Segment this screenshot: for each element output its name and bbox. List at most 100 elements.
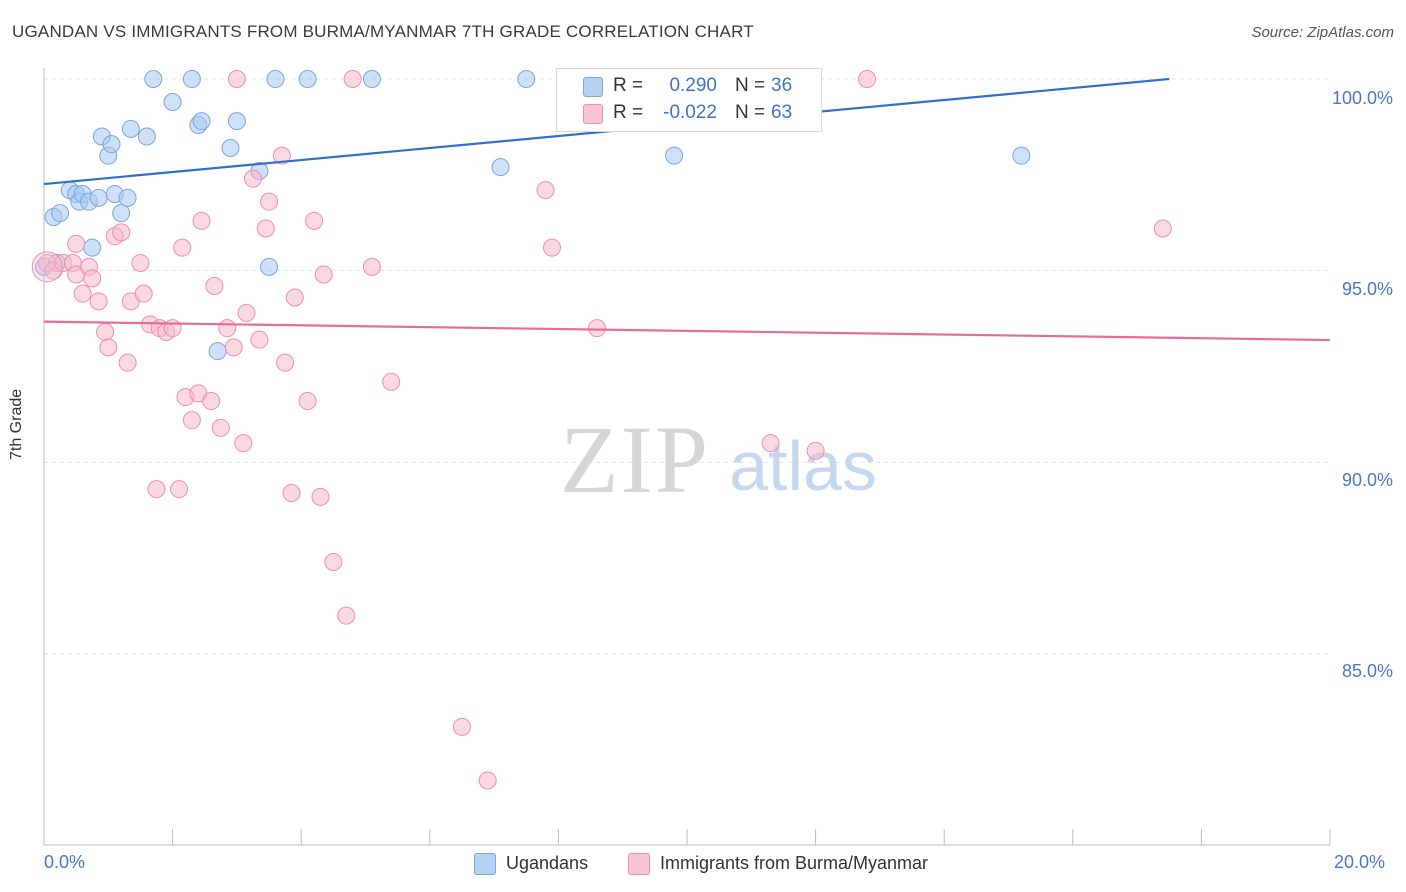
axes [43, 68, 1331, 846]
ugandan-point [137, 127, 156, 146]
burma-point [314, 265, 333, 284]
legend-n-value: 36 [771, 75, 793, 96]
burma-point [73, 284, 92, 303]
burma-point [118, 353, 137, 372]
ugandan-point [102, 135, 121, 154]
burma-point [67, 234, 86, 253]
burma-point [83, 269, 102, 288]
burma-point [211, 418, 230, 437]
burma-point [163, 319, 182, 338]
burma-point [362, 257, 381, 276]
burma-point [237, 303, 256, 322]
burma-point [305, 211, 324, 230]
watermark: ZIP atlas [560, 406, 877, 513]
ugandan-point [260, 257, 279, 276]
legend-swatch-burma [628, 853, 650, 875]
burma-point [478, 771, 497, 790]
ugandan-point [362, 70, 381, 88]
burma-point [224, 338, 243, 357]
burma-point [234, 434, 253, 453]
ugandan-point [89, 188, 108, 207]
data-points [31, 70, 1172, 790]
burma-point [256, 219, 275, 238]
ugandan-point [665, 146, 684, 165]
burma-point [272, 146, 291, 165]
ugandan-point [491, 158, 510, 177]
y-tick-label: 85.0% [1342, 661, 1393, 681]
legend-row-burma: R = -0.022 N = 63 [557, 100, 821, 128]
burma-point [89, 292, 108, 311]
y-tick-label: 90.0% [1342, 470, 1393, 490]
burma-point [173, 238, 192, 257]
watermark-atlas: atlas [729, 427, 877, 505]
legend-r-label: R = [613, 75, 644, 96]
ugandan-point [163, 93, 182, 111]
legend-r-value: 0.290 [669, 75, 717, 96]
series-legend: Ugandans Immigrants from Burma/Myanmar [0, 852, 1406, 878]
burma-point [260, 192, 279, 211]
chart-source: Source: ZipAtlas.com [1251, 24, 1394, 41]
ugandan-point [112, 204, 131, 223]
burma-point-cluster [31, 251, 63, 283]
burma-point [131, 254, 150, 272]
watermark-zip: ZIP [560, 406, 710, 513]
ugandan-point [192, 112, 211, 131]
burma-point [382, 372, 401, 391]
burma-point [218, 319, 237, 338]
burma-point [205, 277, 224, 295]
burma-point [170, 480, 189, 499]
burma-point [182, 411, 201, 430]
burma-point [587, 319, 606, 338]
ugandan-point [144, 70, 163, 88]
legend-swatch-blue [583, 77, 603, 97]
y-tick-labels: 100.0% 95.0% 90.0% 85.0% [1332, 88, 1393, 681]
burma-point [285, 288, 304, 307]
burma-point [276, 353, 295, 372]
legend-n-label: N = [735, 75, 766, 96]
burma-point [192, 211, 211, 230]
burma-point [324, 553, 343, 571]
burma-point [761, 434, 780, 453]
ugandan-point [121, 119, 140, 138]
burma-point [298, 392, 317, 410]
burma-point [99, 338, 118, 357]
burma-point [452, 717, 471, 736]
burma-point [250, 330, 269, 349]
burma-point [806, 441, 825, 460]
burma-trend-line [43, 320, 1331, 342]
legend-label-ugandans: Ugandans [506, 853, 589, 873]
ugandan-point [221, 139, 240, 157]
legend-n-value: 63 [771, 102, 793, 123]
x-tick-label-min: 0.0% [44, 852, 86, 872]
y-tick-label: 100.0% [1332, 88, 1393, 108]
ugandan-point [51, 204, 70, 223]
ugandan-point [266, 70, 285, 88]
legend-n-label: N = [735, 102, 766, 123]
burma-point [202, 392, 221, 410]
ugandan-point [182, 70, 201, 88]
ugandan-point [1012, 146, 1031, 165]
burma-point [227, 70, 246, 88]
legend-label-burma: Immigrants from Burma/Myanmar [660, 853, 929, 873]
burma-point [96, 323, 115, 341]
burma-point [858, 70, 877, 88]
ugandan-point [298, 70, 317, 88]
burma-point [337, 606, 356, 625]
ugandan-point [517, 70, 536, 88]
legend-swatch-ugandans [474, 853, 496, 875]
burma-point [147, 480, 166, 499]
burma-point [343, 70, 362, 88]
y-tick-label: 95.0% [1342, 279, 1393, 299]
ugandan-point [83, 238, 102, 257]
burma-point [282, 484, 301, 502]
ugandan-point [227, 112, 246, 131]
legend-row-ugandans: R = 0.290 N = 36 [557, 73, 821, 101]
burma-point [542, 238, 561, 257]
burma-point [1153, 219, 1172, 238]
burma-point [536, 181, 555, 200]
legend-r-value: -0.022 [663, 102, 717, 123]
legend-swatch-pink [583, 104, 603, 124]
x-tick-label-max: 20.0% [1334, 852, 1386, 872]
ugandan-point [208, 342, 227, 361]
